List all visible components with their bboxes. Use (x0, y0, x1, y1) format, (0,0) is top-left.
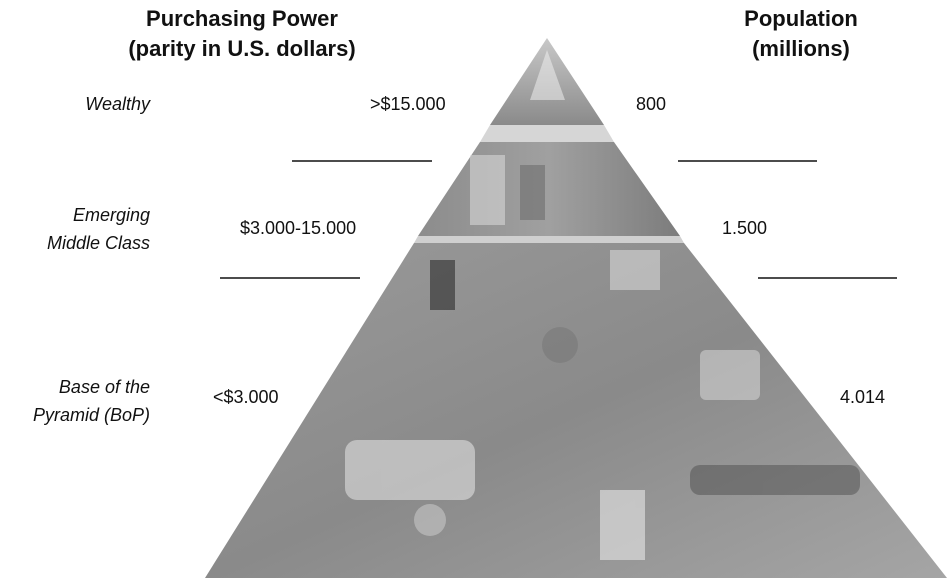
pyramid-top-band (480, 125, 614, 142)
tier-label: Base of the (59, 377, 150, 397)
population: 800 (636, 94, 666, 114)
header-left: (parity in U.S. dollars) (128, 36, 355, 61)
pyramid-middle (418, 142, 680, 236)
purchasing-power: <$3.000 (213, 387, 279, 407)
illustration (345, 50, 860, 560)
tier-label: Middle Class (47, 233, 150, 253)
tier-label: Wealthy (85, 94, 151, 114)
pyramid-middle-band (414, 236, 684, 243)
pyramid-base (205, 243, 947, 578)
purchasing-power: $3.000-15.000 (240, 218, 356, 238)
header-right: (millions) (752, 36, 850, 61)
tier-label: Pyramid (BoP) (33, 405, 150, 425)
tier-label: Emerging (73, 205, 150, 225)
header-right: Population (744, 6, 858, 31)
header-left: Purchasing Power (146, 6, 338, 31)
population: 1.500 (722, 218, 767, 238)
population: 4.014 (840, 387, 885, 407)
purchasing-power: >$15.000 (370, 94, 446, 114)
